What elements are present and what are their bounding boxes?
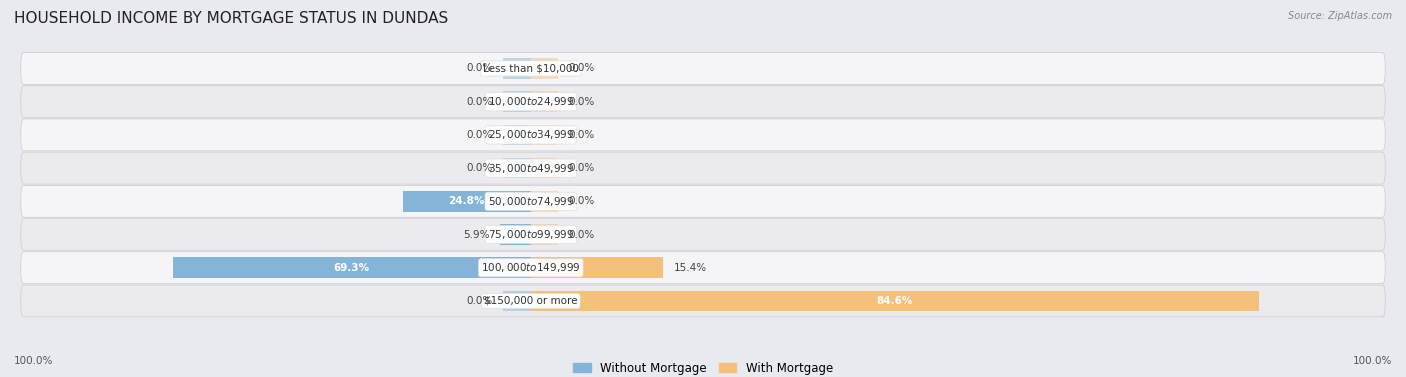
Text: HOUSEHOLD INCOME BY MORTGAGE STATUS IN DUNDAS: HOUSEHOLD INCOME BY MORTGAGE STATUS IN D… bbox=[14, 11, 449, 26]
Text: Less than $10,000: Less than $10,000 bbox=[482, 63, 579, 74]
Text: 0.0%: 0.0% bbox=[467, 97, 494, 107]
Text: 0.0%: 0.0% bbox=[467, 130, 494, 140]
Text: 0.0%: 0.0% bbox=[467, 296, 494, 306]
Bar bbox=[501, 224, 531, 245]
Bar bbox=[531, 58, 558, 79]
FancyBboxPatch shape bbox=[21, 152, 1385, 184]
Bar bbox=[503, 291, 531, 311]
Bar bbox=[503, 58, 531, 79]
Text: 0.0%: 0.0% bbox=[568, 63, 595, 74]
FancyBboxPatch shape bbox=[21, 52, 1385, 84]
Text: 0.0%: 0.0% bbox=[568, 97, 595, 107]
FancyBboxPatch shape bbox=[21, 86, 1385, 118]
Bar bbox=[531, 125, 558, 145]
Text: 0.0%: 0.0% bbox=[467, 163, 494, 173]
FancyBboxPatch shape bbox=[21, 219, 1385, 250]
FancyBboxPatch shape bbox=[21, 185, 1385, 217]
Bar bbox=[402, 191, 531, 211]
Text: $50,000 to $74,999: $50,000 to $74,999 bbox=[488, 195, 574, 208]
Text: 0.0%: 0.0% bbox=[568, 130, 595, 140]
Bar bbox=[531, 224, 558, 245]
Bar bbox=[531, 191, 558, 211]
Text: 0.0%: 0.0% bbox=[568, 230, 595, 239]
Bar bbox=[503, 91, 531, 112]
Bar bbox=[531, 158, 558, 178]
Text: $75,000 to $99,999: $75,000 to $99,999 bbox=[488, 228, 574, 241]
Text: Source: ZipAtlas.com: Source: ZipAtlas.com bbox=[1288, 11, 1392, 21]
FancyBboxPatch shape bbox=[21, 285, 1385, 317]
Bar bbox=[173, 257, 531, 278]
FancyBboxPatch shape bbox=[21, 252, 1385, 284]
Bar bbox=[503, 125, 531, 145]
Text: 0.0%: 0.0% bbox=[467, 63, 494, 74]
Text: $25,000 to $34,999: $25,000 to $34,999 bbox=[488, 129, 574, 141]
Text: 15.4%: 15.4% bbox=[673, 263, 707, 273]
Text: $100,000 to $149,999: $100,000 to $149,999 bbox=[481, 261, 581, 274]
Text: 100.0%: 100.0% bbox=[1353, 356, 1392, 366]
Text: $35,000 to $49,999: $35,000 to $49,999 bbox=[488, 162, 574, 175]
FancyBboxPatch shape bbox=[21, 119, 1385, 151]
Text: 100.0%: 100.0% bbox=[14, 356, 53, 366]
Text: 84.6%: 84.6% bbox=[877, 296, 914, 306]
Text: $150,000 or more: $150,000 or more bbox=[484, 296, 578, 306]
Text: 5.9%: 5.9% bbox=[464, 230, 489, 239]
Text: $10,000 to $24,999: $10,000 to $24,999 bbox=[488, 95, 574, 108]
Bar bbox=[531, 91, 558, 112]
Text: 0.0%: 0.0% bbox=[568, 196, 595, 206]
Text: 24.8%: 24.8% bbox=[449, 196, 485, 206]
Bar bbox=[531, 291, 1260, 311]
Bar bbox=[503, 158, 531, 178]
Text: 0.0%: 0.0% bbox=[568, 163, 595, 173]
Bar bbox=[531, 257, 664, 278]
Text: 69.3%: 69.3% bbox=[333, 263, 370, 273]
Legend: Without Mortgage, With Mortgage: Without Mortgage, With Mortgage bbox=[568, 357, 838, 377]
